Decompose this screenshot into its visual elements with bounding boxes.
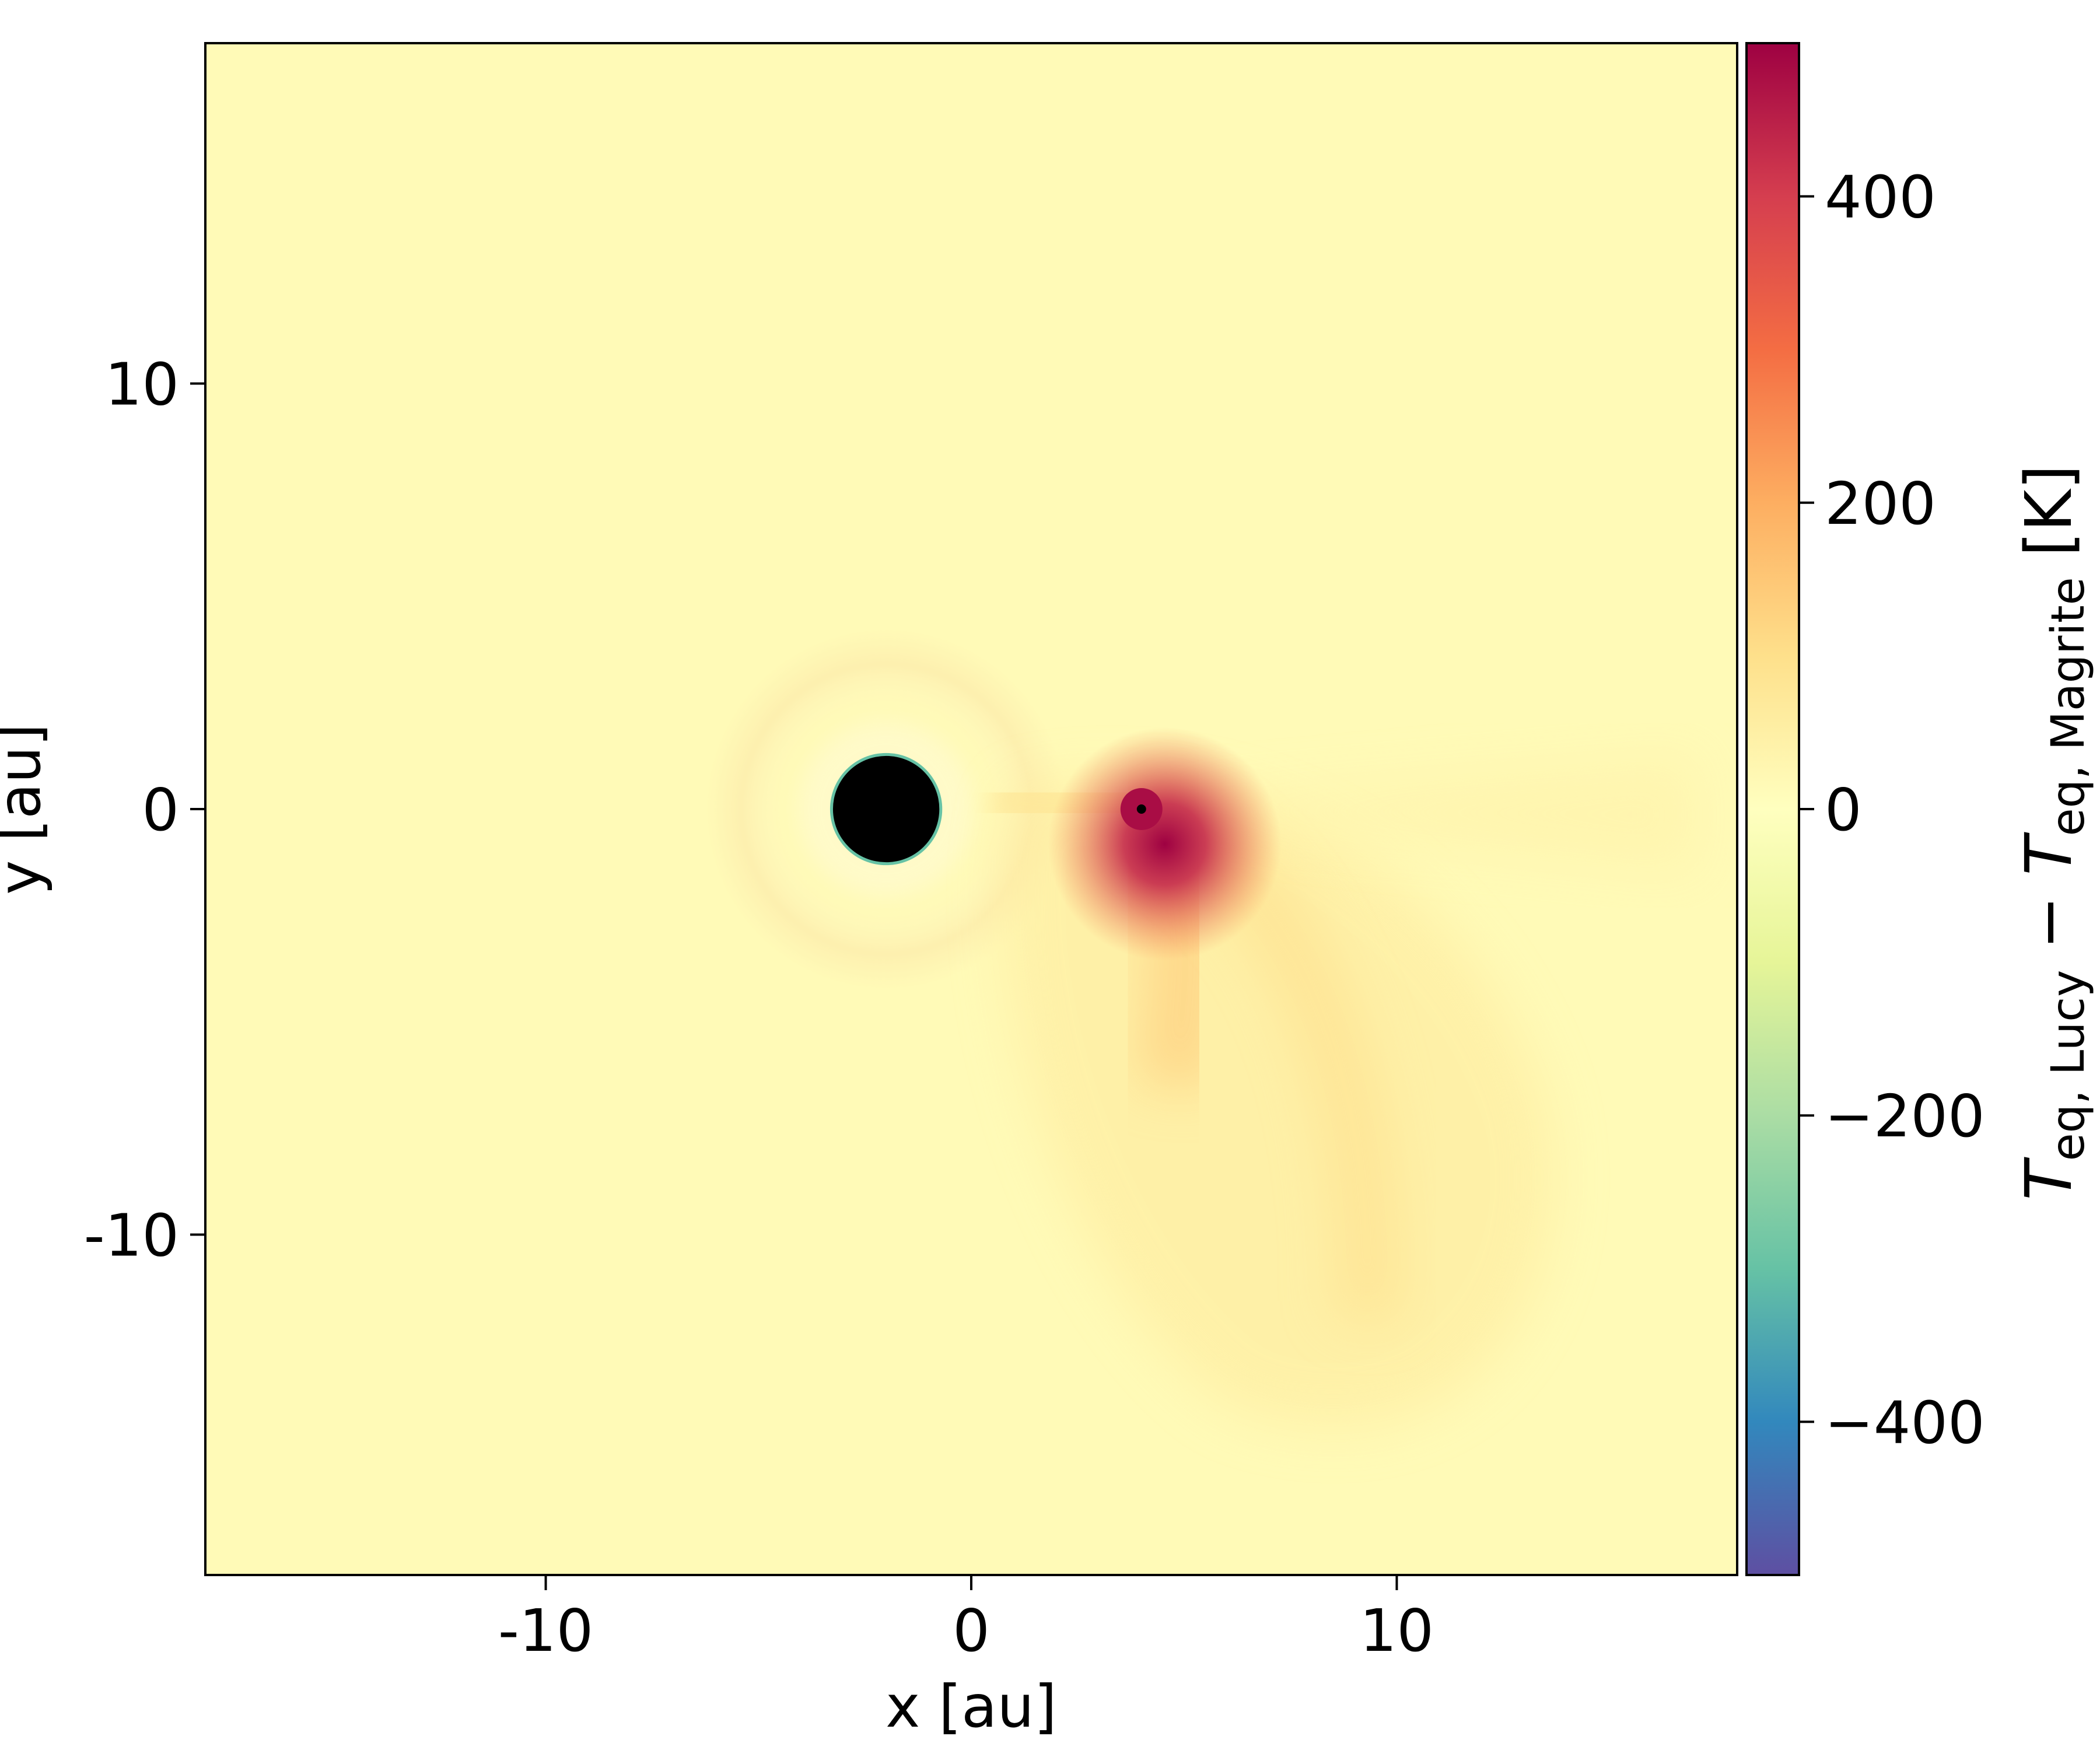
colorbar-label-unit: [K]: [2011, 464, 2086, 577]
colorbar-label-operator: −: [2011, 876, 2086, 970]
x-tick-label: -10: [498, 1597, 593, 1665]
colorbar-label-subscript-2: eq, Magrite: [2042, 577, 2095, 836]
colorbar-tick-label: −200: [1825, 1082, 1985, 1150]
colorbar-label-symbol-2: T: [2011, 832, 2086, 876]
x-axis-ticks: -10 0 10: [498, 1575, 1434, 1665]
colorbar-tick-label: 0: [1825, 776, 1862, 844]
masked-star: [832, 755, 940, 863]
y-tick-label: 10: [105, 351, 179, 419]
y-tick-label: -10: [84, 1201, 179, 1269]
colorbar-tick-label: 400: [1825, 163, 1936, 232]
companion-glow: [1048, 727, 1282, 961]
y-tick-label: 0: [142, 776, 179, 844]
colorbar-label-subscript-1: eq, Lucy: [2042, 970, 2095, 1161]
y-axis-ticks: 10 0 -10: [84, 351, 205, 1269]
x-tick-label: 10: [1360, 1597, 1434, 1665]
plot-area: [205, 43, 1737, 1575]
colorbar-ticks: 400 200 0 −200 −400: [1799, 163, 1985, 1457]
colorbar-tick-label: −400: [1825, 1388, 1985, 1457]
colorbar-tick-label: 200: [1825, 470, 1936, 538]
colorbar-label: Teq, Lucy − Teq, Magrite [K]: [2011, 464, 2095, 1200]
heatmap-features: [705, 628, 1695, 1427]
companion-point: [1136, 804, 1146, 814]
x-tick-label: 0: [953, 1597, 990, 1665]
colorbar-label-symbol: T: [2011, 1157, 2086, 1200]
wake-tail: [1141, 758, 1695, 873]
x-axis-label: x [au]: [886, 1672, 1057, 1741]
y-axis-label: y [au]: [0, 723, 54, 895]
colorbar: [1746, 43, 1799, 1575]
